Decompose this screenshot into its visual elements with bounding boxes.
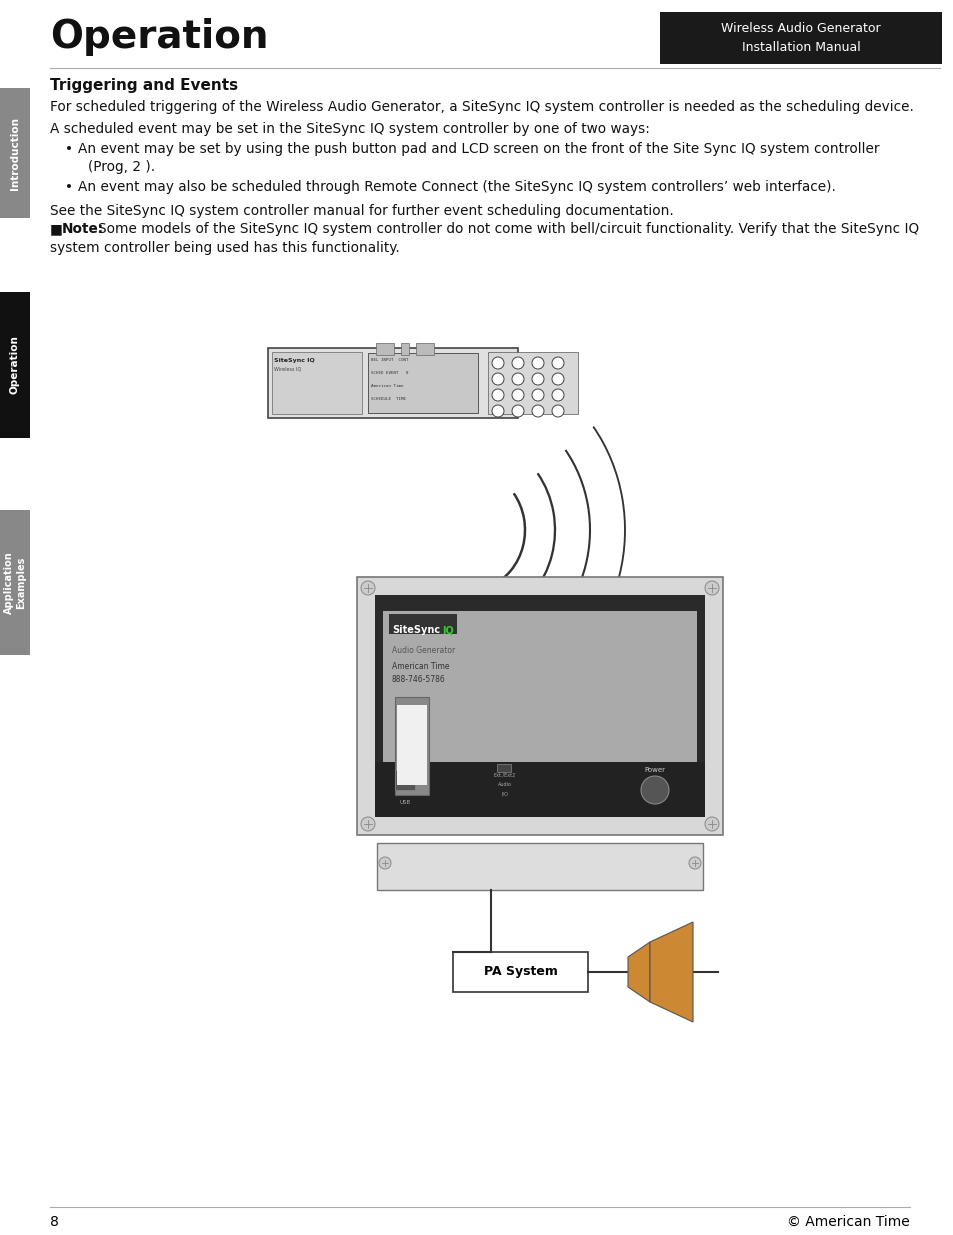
Circle shape [492,389,503,401]
Text: A scheduled event may be set in the SiteSync IQ system controller by one of two : A scheduled event may be set in the Site… [50,122,649,136]
Circle shape [360,818,375,831]
Circle shape [552,405,563,417]
Circle shape [492,405,503,417]
Circle shape [492,373,503,385]
Circle shape [360,580,375,595]
Text: ■: ■ [50,222,63,236]
Text: I/O: I/O [501,792,508,797]
Text: Power: Power [644,767,665,773]
FancyBboxPatch shape [376,844,702,890]
FancyBboxPatch shape [488,352,578,414]
Text: PA System: PA System [483,966,557,978]
Polygon shape [627,942,649,1002]
Text: •: • [65,142,73,156]
FancyBboxPatch shape [395,769,415,790]
Circle shape [552,389,563,401]
FancyBboxPatch shape [396,705,427,785]
Text: Audio: Audio [497,782,512,787]
FancyBboxPatch shape [453,952,587,992]
Circle shape [688,857,700,869]
FancyBboxPatch shape [389,614,456,634]
Text: Ext./Ext2: Ext./Ext2 [494,772,516,777]
Text: 888-746-5786: 888-746-5786 [392,676,445,684]
Text: American Time: American Time [392,662,449,671]
Text: SiteSync IQ: SiteSync IQ [274,358,314,363]
Circle shape [552,373,563,385]
Circle shape [532,357,543,369]
FancyBboxPatch shape [0,88,30,219]
FancyBboxPatch shape [382,611,697,769]
Text: Wireless Audio Generator
Installation Manual: Wireless Audio Generator Installation Ma… [720,22,880,54]
FancyBboxPatch shape [375,595,704,818]
Text: See the SiteSync IQ system controller manual for further event scheduling docume: See the SiteSync IQ system controller ma… [50,204,673,219]
Text: Wireless IQ: Wireless IQ [274,366,301,370]
FancyBboxPatch shape [400,342,409,354]
Circle shape [512,357,523,369]
Circle shape [512,405,523,417]
Text: (Prog, 2 ).: (Prog, 2 ). [88,161,155,174]
FancyBboxPatch shape [659,12,941,64]
Text: IQ: IQ [441,625,454,635]
Text: Note:: Note: [62,222,104,236]
Circle shape [512,373,523,385]
FancyBboxPatch shape [395,697,429,795]
Circle shape [512,389,523,401]
Circle shape [532,405,543,417]
FancyBboxPatch shape [356,577,722,835]
Text: American Time: American Time [371,384,408,388]
Text: 8: 8 [50,1215,59,1229]
Text: SCHEDULE  TIME: SCHEDULE TIME [371,396,408,401]
Polygon shape [649,923,692,1023]
Circle shape [378,857,391,869]
Text: Some models of the SiteSync IQ system controller do not come with bell/circuit f: Some models of the SiteSync IQ system co… [98,222,918,236]
Circle shape [704,580,719,595]
Text: For scheduled triggering of the Wireless Audio Generator, a SiteSync IQ system c: For scheduled triggering of the Wireless… [50,100,913,114]
Text: system controller being used has this functionality.: system controller being used has this fu… [50,241,399,254]
Text: SCHED EVENT   0: SCHED EVENT 0 [371,370,408,375]
Circle shape [532,389,543,401]
Text: Triggering and Events: Triggering and Events [50,78,238,93]
Text: © American Time: © American Time [786,1215,909,1229]
Text: Introduction: Introduction [10,116,20,189]
Text: Application
Examples: Application Examples [4,551,26,614]
Circle shape [492,357,503,369]
Text: An event may also be scheduled through Remote Connect (the SiteSync IQ system co: An event may also be scheduled through R… [78,180,835,194]
Text: Operation: Operation [10,336,20,394]
Circle shape [552,357,563,369]
FancyBboxPatch shape [375,762,704,818]
FancyBboxPatch shape [268,348,517,417]
Text: BEL INPUT  CONT: BEL INPUT CONT [371,358,408,362]
Circle shape [532,373,543,385]
Circle shape [640,776,668,804]
Text: USB: USB [399,800,410,805]
Text: An event may be set by using the push button pad and LCD screen on the front of : An event may be set by using the push bu… [78,142,879,156]
Text: SiteSync: SiteSync [392,625,439,635]
FancyBboxPatch shape [368,353,477,412]
FancyBboxPatch shape [375,342,394,354]
FancyBboxPatch shape [272,352,361,414]
FancyBboxPatch shape [497,764,511,772]
FancyBboxPatch shape [0,291,30,438]
FancyBboxPatch shape [416,342,434,354]
Text: •: • [65,180,73,194]
FancyBboxPatch shape [0,510,30,655]
Text: Operation: Operation [50,19,268,56]
Circle shape [704,818,719,831]
Text: Audio Generator: Audio Generator [392,646,455,655]
